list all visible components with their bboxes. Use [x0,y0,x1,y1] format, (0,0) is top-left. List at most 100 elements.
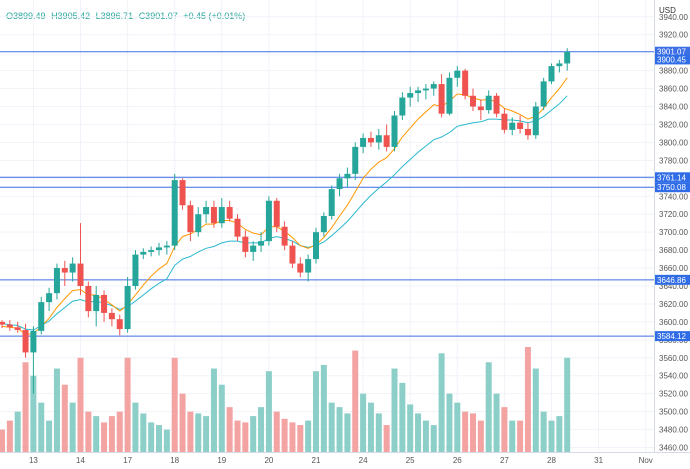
y-tick-label: 3680.00 [659,246,688,255]
volume-bar [367,402,374,452]
candle-body [485,95,492,111]
candle-body [234,218,241,237]
volume-bar [77,357,84,452]
y-tick-label: 3780.00 [659,156,688,165]
candle-body [532,106,539,136]
candle-body [258,241,265,246]
x-tick-label: 28 [547,456,556,465]
candle-body [446,77,453,114]
volume-bar [517,420,524,452]
y-tick-label: 3620.00 [659,300,688,309]
price-tag: 3646.86 [657,276,686,285]
volume-bar [383,425,390,452]
candle-body [360,137,367,147]
candle-body [38,302,45,331]
y-tick-label: 3520.00 [659,390,688,399]
candle-body [101,294,108,313]
candle-body [399,97,406,116]
ohlc-change: +0.45 (+0.01%) [183,11,246,21]
candle-body [30,330,37,353]
candle-body [501,113,508,130]
y-tick-label: 3500.00 [659,408,688,417]
y-tick-label: 3700.00 [659,228,688,237]
candle-body [77,263,84,286]
candle-body [187,205,194,233]
volume-bar [477,420,484,452]
volume-bar [438,353,445,452]
volume-bar [415,413,422,452]
volume-bar [132,402,139,452]
candle-body [289,245,296,264]
candle-body [69,263,76,273]
volume-bar [454,402,461,452]
candle-body [163,245,170,248]
price-tag-bg [655,172,690,183]
candle-body [422,88,429,91]
volume-bar [313,371,319,452]
volume-bar [360,393,367,452]
candle-body [367,137,374,143]
candle-body [517,122,524,129]
y-tick-label: 3740.00 [659,192,688,201]
x-tick-label: 24 [359,456,368,465]
x-tick-label: 27 [500,456,509,465]
volume-bar [53,368,60,452]
volume-bar [524,347,531,452]
candle-body [218,207,225,224]
volume-bar [305,420,312,452]
candle-body [454,70,461,78]
price-tag: 3901.07 [657,48,686,57]
volume-bar [564,357,571,452]
candle-body [53,268,60,294]
volume-bar [46,420,53,452]
y-tick-label: 3600.00 [659,318,688,327]
candle-body [556,63,563,67]
volume-bar [148,422,155,452]
candle-body [470,95,476,107]
x-tick-label: 17 [123,456,132,465]
volume-bar [22,362,29,452]
volume-bar [93,416,100,452]
volume-bar [171,357,178,452]
candle-body [477,106,484,111]
candle-body [564,51,571,64]
candle-body [407,93,414,98]
volume-bar [38,402,45,452]
candle-body [46,293,53,303]
volume-bar [509,420,516,452]
candle-body [313,232,319,260]
volume-bar [226,407,233,452]
candle-body [132,254,139,286]
candle-body [383,135,390,147]
candle-body [462,70,469,96]
candle-body [14,327,21,330]
y-tick-label: 3560.00 [659,354,688,363]
candle-body [548,66,555,82]
price-tag-bg [655,46,690,57]
candle-body [540,81,547,107]
volume-bar [281,418,288,452]
x-tick-label: 25 [406,456,415,465]
price-tag: 3750.08 [657,183,686,192]
candle-body [124,285,131,330]
ohlc-open: O3899.49 [6,11,46,21]
x-tick-label: 20 [264,456,273,465]
candle-body [203,207,210,215]
price-tag: 3584.12 [657,332,686,341]
volume-bar [446,393,453,452]
y-tick-label: 3860.00 [659,85,688,94]
volume-bar [210,368,217,452]
candle-body [344,173,351,179]
volume-bar [6,420,13,452]
candle-body [116,319,123,330]
candle-body [195,214,202,233]
volume-bar [344,413,351,452]
volume-bar [375,413,382,452]
price-tag-bg [655,331,690,342]
volume-bar [422,420,429,452]
volume-bar [501,407,508,452]
volume-bar [470,413,476,452]
x-tick-label: 14 [76,456,85,465]
